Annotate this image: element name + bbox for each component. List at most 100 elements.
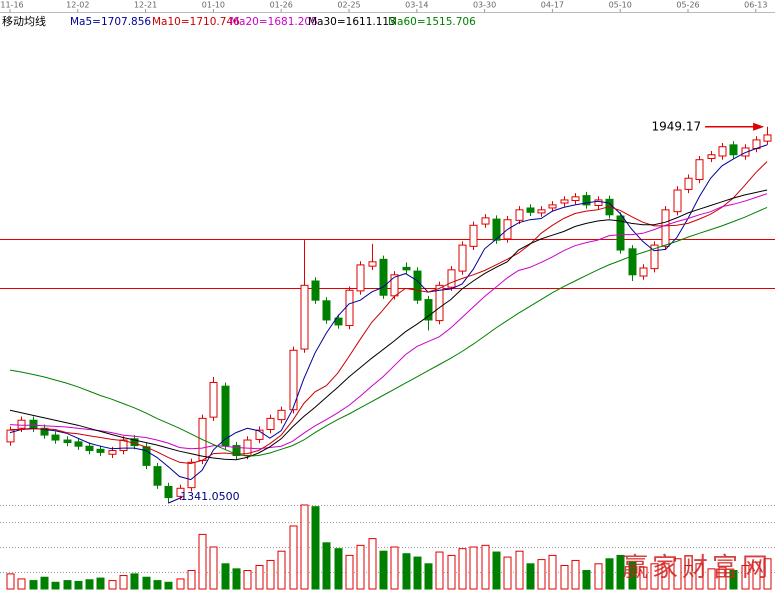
candle-body bbox=[221, 385, 230, 447]
candle-body bbox=[108, 450, 117, 455]
volume-bar bbox=[85, 579, 94, 590]
date-label: 02-25 bbox=[337, 1, 360, 10]
volume-bar bbox=[368, 538, 377, 590]
low-label: 1341.0500 bbox=[180, 490, 240, 503]
candle-body bbox=[153, 466, 162, 486]
candle-body bbox=[74, 441, 83, 447]
volume-bar bbox=[96, 577, 105, 590]
date-label: 12-02 bbox=[66, 1, 89, 10]
volume-bar bbox=[707, 568, 716, 590]
ma-line bbox=[9, 193, 768, 450]
candle-body bbox=[402, 266, 411, 271]
date-label: 05-10 bbox=[609, 1, 632, 10]
candle-body bbox=[424, 299, 433, 321]
volume-bar bbox=[673, 558, 682, 590]
candle-body bbox=[300, 284, 309, 350]
candle-body bbox=[209, 381, 218, 418]
candle-body bbox=[413, 270, 422, 301]
ma-line bbox=[9, 189, 768, 461]
candle-body bbox=[435, 284, 444, 322]
candle-body bbox=[96, 448, 105, 453]
volume-bar bbox=[594, 563, 603, 590]
candle-body bbox=[616, 215, 625, 251]
candle-body bbox=[639, 267, 648, 277]
volume-bar bbox=[526, 563, 535, 590]
volume-bar bbox=[379, 550, 388, 590]
volume-bar bbox=[571, 559, 580, 590]
volume-bar bbox=[74, 580, 83, 590]
legend-entry: Ma20=1681.205 bbox=[230, 16, 318, 28]
volume-bar bbox=[560, 564, 569, 590]
candle-body bbox=[526, 207, 535, 213]
volume-bar bbox=[108, 580, 117, 590]
candle-body bbox=[266, 417, 275, 431]
volume-bar bbox=[187, 570, 196, 590]
candle-body bbox=[119, 439, 128, 452]
volume-bar bbox=[413, 556, 422, 590]
volume-bar bbox=[17, 578, 26, 590]
candle-body bbox=[707, 154, 716, 159]
volume-bar bbox=[63, 580, 72, 590]
candle-body bbox=[718, 146, 727, 157]
candle-body bbox=[6, 429, 15, 443]
volume-bar bbox=[209, 546, 218, 590]
volume-bar bbox=[548, 554, 557, 590]
volume-bar bbox=[605, 558, 614, 590]
candle-body bbox=[492, 218, 501, 241]
chart-title: 移动均线 bbox=[2, 14, 46, 28]
volume-bar bbox=[277, 550, 286, 590]
legend-entry: Ma30=1611.113 bbox=[308, 16, 396, 28]
candle-body bbox=[51, 434, 60, 441]
volume-bar bbox=[300, 504, 309, 590]
candle-body bbox=[40, 427, 49, 436]
legend-entry: Ma60=1515.706 bbox=[388, 16, 476, 28]
candle-body bbox=[447, 269, 456, 288]
candle-body bbox=[334, 317, 343, 326]
volume-bar bbox=[130, 573, 139, 590]
candle-body bbox=[582, 195, 591, 206]
legend-entry: Ma5=1707.856 bbox=[70, 16, 151, 28]
candle-body bbox=[311, 280, 320, 301]
volume-bar bbox=[650, 563, 659, 590]
volume-bar bbox=[232, 568, 241, 590]
volume-bar bbox=[266, 559, 275, 590]
candle-body bbox=[232, 445, 241, 456]
volume-bar bbox=[752, 561, 761, 590]
volume-bar bbox=[51, 581, 60, 590]
date-label: 06-13 bbox=[744, 1, 767, 10]
volume-bar bbox=[447, 554, 456, 590]
volume-bar bbox=[311, 506, 320, 590]
volume-bar bbox=[322, 542, 331, 590]
volume-bar bbox=[221, 563, 230, 590]
date-label: 03-30 bbox=[473, 1, 496, 10]
candle-body bbox=[356, 264, 365, 292]
candle-body bbox=[571, 196, 580, 202]
candle-body bbox=[255, 429, 264, 440]
candle-body bbox=[628, 248, 637, 276]
volume-bar bbox=[289, 525, 298, 590]
candle-body bbox=[63, 439, 72, 443]
volume-bar bbox=[424, 563, 433, 590]
candle-body bbox=[17, 419, 26, 429]
volume-bar bbox=[684, 564, 693, 590]
volume-bar bbox=[718, 566, 727, 590]
candle-body bbox=[85, 445, 94, 452]
volume-bar bbox=[119, 575, 128, 590]
candle-body bbox=[142, 446, 151, 466]
volume-bar bbox=[537, 559, 546, 590]
volume-bar bbox=[142, 576, 151, 590]
candle-body bbox=[345, 289, 354, 327]
ma-line bbox=[9, 206, 768, 457]
volume-bar bbox=[198, 533, 207, 590]
volume-bar bbox=[345, 554, 354, 590]
candle-body bbox=[187, 461, 196, 489]
volume-bar bbox=[435, 551, 444, 590]
candle-body bbox=[176, 487, 185, 497]
candle-body bbox=[684, 177, 693, 190]
ma-line bbox=[9, 144, 768, 481]
volume-bar bbox=[616, 554, 625, 590]
candle-body bbox=[650, 244, 659, 270]
